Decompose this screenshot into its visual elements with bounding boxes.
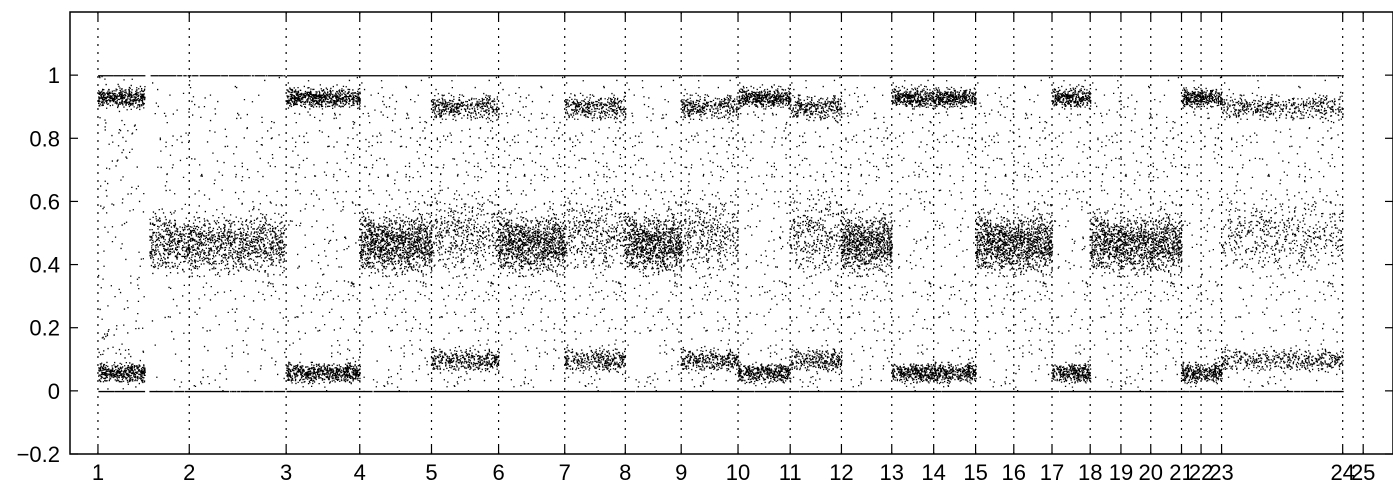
xtick-label: 20 <box>1139 460 1163 485</box>
xtick-label: 4 <box>354 460 366 485</box>
xtick-label: 8 <box>619 460 631 485</box>
grid-lines <box>97 12 1364 454</box>
xtick-label: 6 <box>492 460 504 485</box>
xtick-label: 9 <box>675 460 687 485</box>
xtick-label: 5 <box>425 460 437 485</box>
xtick-label: 25 <box>1351 460 1375 485</box>
scatter-points <box>98 75 1344 393</box>
ytick-label: −0.2 <box>17 442 60 467</box>
plot-frame <box>69 11 1393 455</box>
ytick-label: 1 <box>48 63 60 88</box>
xtick-label: 11 <box>779 460 802 485</box>
xtick-label: 2 <box>183 460 195 485</box>
xtick-label: 12 <box>829 460 853 485</box>
xtick-label: 7 <box>559 460 571 485</box>
y-axis: −0.2 0 0.2 0.4 0.6 0.8 1 <box>17 63 1393 467</box>
xtick-label: 17 <box>1040 460 1064 485</box>
plot-background <box>70 12 1393 454</box>
xtick-label: 10 <box>726 460 750 485</box>
xtick-label: 21 <box>1169 460 1193 485</box>
xtick-label: 3 <box>280 460 292 485</box>
ytick-label: 0.2 <box>29 316 60 341</box>
ytick-label: 0 <box>48 379 60 404</box>
xtick-label: 23 <box>1209 460 1233 485</box>
ytick-label: 0.4 <box>29 253 60 278</box>
xtick-label: 18 <box>1078 460 1102 485</box>
xtick-label: 15 <box>963 460 987 485</box>
xtick-label: 14 <box>921 460 945 485</box>
xtick-label: 24 <box>1330 460 1354 485</box>
xtick-label: 1 <box>92 460 104 485</box>
xtick-label: 19 <box>1109 460 1133 485</box>
xtick-label: 22 <box>1189 460 1213 485</box>
ytick-label: 0.8 <box>29 126 60 151</box>
ytick-label: 0.6 <box>29 189 60 214</box>
xtick-label: 13 <box>880 460 904 485</box>
data-points <box>98 75 1344 393</box>
xtick-label: 16 <box>1002 460 1026 485</box>
